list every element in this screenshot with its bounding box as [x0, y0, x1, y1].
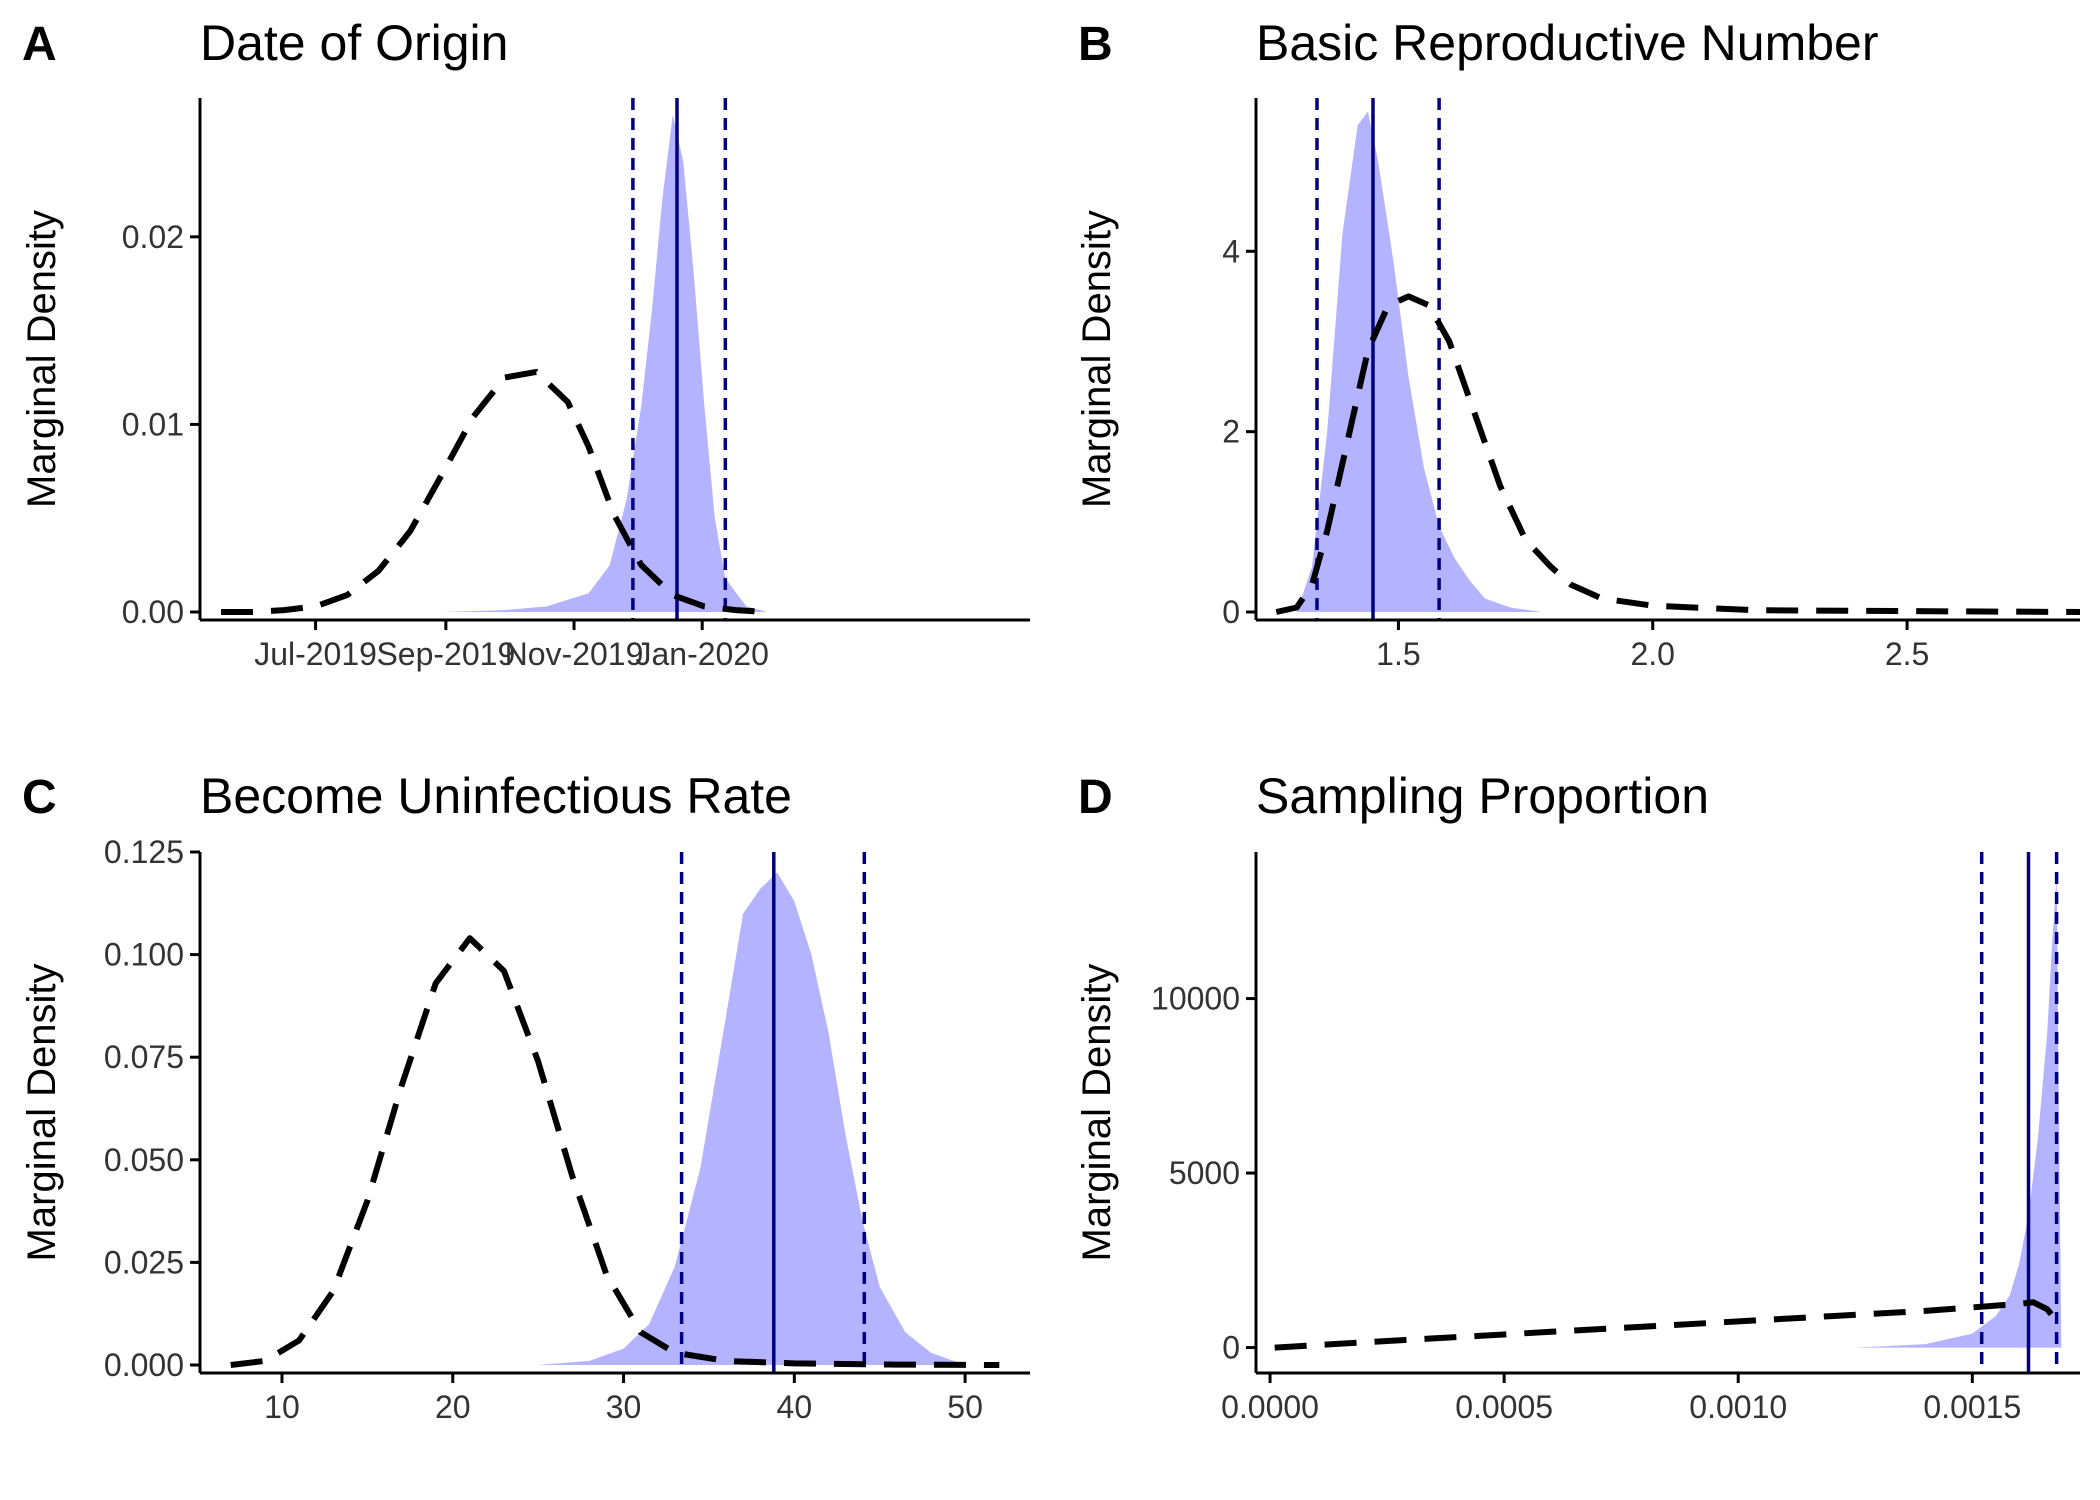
y-tick-label: 0.000	[104, 1347, 184, 1383]
posterior-density-area	[1855, 876, 2062, 1348]
x-tick-label: Jan-2020	[635, 636, 768, 672]
x-tick-label: Nov-2019	[505, 636, 644, 672]
y-tick-label: 0	[1222, 1330, 1240, 1366]
panel-c: C Become Uninfectious Rate 10 20 30 40 50 0.000…	[20, 768, 1030, 1425]
prior-density-line	[230, 935, 1000, 1368]
panel-a: A Date of Origin Jul-2019 Sep-2019Nov-2019J…	[20, 15, 1030, 672]
plot-area	[1275, 98, 2080, 620]
y-tick-label: 5000	[1169, 1155, 1240, 1191]
y-tick-label: 4	[1222, 233, 1240, 269]
panel-title: Become Uninfectious Rate	[200, 768, 792, 824]
x-tick-label: 2.5	[1885, 636, 1929, 672]
panel-title: Basic Reproductive Number	[1256, 15, 1879, 71]
x-tick-label: 1.5	[1376, 636, 1420, 672]
panel-letter: C	[22, 771, 57, 824]
plot-area	[1274, 852, 2064, 1373]
y-tick-label: 2	[1222, 414, 1240, 450]
y-axis-label: Marginal Density	[20, 964, 64, 1262]
x-tick-label: 40	[777, 1389, 813, 1425]
y-tick-label: 0.050	[104, 1142, 184, 1178]
x-tick-label: 2.0	[1630, 636, 1674, 672]
y-tick-label: 0	[1222, 594, 1240, 630]
x-tick-label: Jul-2019	[254, 636, 377, 672]
prior-density-line	[1275, 293, 2080, 615]
plot-area	[221, 98, 768, 620]
panel-b: B Basic Reproductive Number 1.5 2.0 2.5 0 2 4 Ma…	[1075, 15, 2080, 672]
panel-d: D Sampling Proportion 0.0000 0.0005 0.0010 0.…	[1075, 768, 2080, 1425]
plot-area	[230, 852, 1000, 1373]
y-tick-label: 0.100	[104, 937, 184, 973]
prior-density-line	[1274, 1299, 2064, 1351]
x-tick-label: 0.0000	[1221, 1389, 1319, 1425]
x-tick-label: 0.0010	[1689, 1389, 1787, 1425]
panel-letter: A	[22, 18, 57, 71]
x-tick-label: 0.0015	[1923, 1389, 2021, 1425]
y-axis-label: Marginal Density	[20, 210, 64, 508]
posterior-density-area	[538, 872, 966, 1365]
y-tick-label: 0.02	[122, 219, 184, 255]
panel-title: Sampling Proportion	[1256, 768, 1709, 824]
x-tick-label: 10	[264, 1389, 300, 1425]
x-tick-label: 0.0005	[1455, 1389, 1553, 1425]
y-tick-label: 0.01	[122, 406, 184, 442]
x-tick-label: 30	[606, 1389, 642, 1425]
y-axis-label: Marginal Density	[1075, 964, 1119, 1262]
x-tick-label: 20	[435, 1389, 471, 1425]
x-tick-label: Sep-2019	[376, 636, 515, 672]
y-tick-label: 0.075	[104, 1039, 184, 1075]
y-tick-label: 0.025	[104, 1244, 184, 1280]
panel-letter: B	[1078, 18, 1113, 71]
y-tick-label: 0.125	[104, 834, 184, 870]
posterior-density-area	[441, 114, 768, 613]
panel-title: Date of Origin	[200, 15, 508, 71]
posterior-density-area	[1296, 111, 1541, 612]
y-tick-label: 0.00	[122, 594, 184, 630]
y-tick-label: 10000	[1151, 981, 1240, 1017]
x-tick-label: 50	[947, 1389, 983, 1425]
y-axis-label: Marginal Density	[1075, 210, 1119, 508]
panel-letter: D	[1078, 771, 1113, 824]
